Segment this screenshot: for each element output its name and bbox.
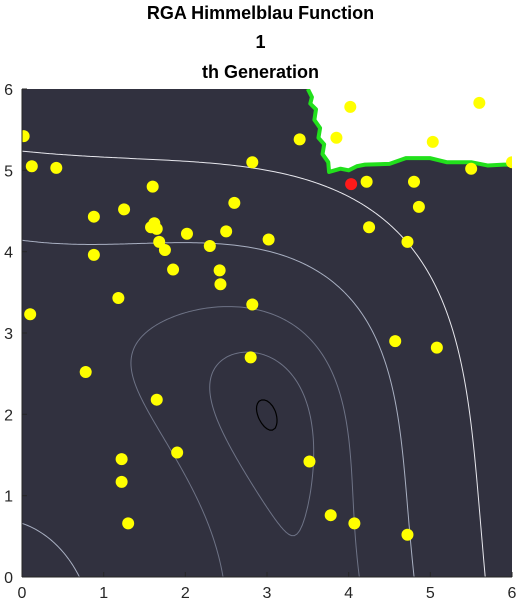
population-point [158, 244, 171, 257]
excluded-region [307, 89, 512, 172]
population-point [112, 292, 125, 305]
x-tick-label: 0 [18, 585, 27, 602]
population-point [412, 200, 425, 213]
x-tick-label: 3 [263, 585, 272, 602]
y-tick-label: 3 [4, 326, 13, 343]
population-point [408, 175, 420, 188]
plot-content [22, 89, 512, 577]
population-point [389, 335, 402, 348]
population-point [330, 131, 343, 144]
population-point [348, 517, 361, 530]
x-tick-label: 4 [344, 585, 353, 602]
population-point [401, 528, 414, 541]
population-point [24, 308, 37, 321]
population-point [363, 221, 376, 234]
y-tick-label: 6 [4, 82, 13, 99]
contour-line-0 [255, 399, 278, 431]
population-point [465, 162, 478, 175]
population-point [293, 133, 306, 146]
x-tick-label: 1 [99, 585, 108, 602]
population-point [473, 96, 486, 109]
population-point [115, 475, 128, 488]
population-point [87, 248, 100, 261]
population-point [324, 509, 337, 522]
population-point [79, 366, 92, 379]
population-point [171, 446, 184, 459]
population-point [246, 298, 259, 311]
population-point [214, 278, 227, 291]
population-point [228, 196, 241, 209]
chart-title-line-2: 1 [255, 32, 266, 52]
contour-line-4 [22, 150, 486, 577]
x-tick-label: 5 [426, 585, 435, 602]
population-point [87, 210, 100, 223]
y-tick-label: 0 [4, 570, 13, 587]
chart-title-line-3: th Generation [201, 62, 319, 82]
population-point [262, 233, 275, 246]
contour-line-3 [22, 239, 415, 577]
population-point [401, 235, 414, 248]
population-point [360, 175, 373, 188]
population-point [150, 393, 163, 406]
population-point [426, 135, 439, 148]
population-point [506, 156, 512, 169]
x-tick-label: 6 [508, 585, 517, 602]
population-point [203, 239, 216, 252]
y-tick-label: 1 [4, 489, 13, 506]
population-point [50, 161, 63, 174]
population-point [213, 264, 226, 277]
y-tick-label: 4 [4, 245, 13, 262]
population-point [22, 130, 30, 143]
population-point [115, 453, 128, 466]
population-point [244, 351, 257, 364]
y-tick-label: 2 [4, 407, 13, 424]
y-tick-label: 5 [4, 163, 13, 180]
contour-line-1 [209, 351, 315, 537]
feasible-boundary-line [306, 89, 512, 174]
population-point [167, 263, 180, 276]
population-point [430, 341, 443, 354]
population-point [180, 227, 193, 240]
population-point [118, 203, 131, 216]
population-point [25, 160, 38, 173]
population-point [246, 156, 259, 169]
chart-title-line-1: RGA Himmelblau Function [146, 3, 375, 23]
best-individual-point [345, 178, 358, 191]
population-point [146, 180, 159, 193]
population-point [344, 100, 357, 113]
population-point [150, 222, 163, 235]
population-point [303, 455, 316, 468]
population-point [220, 225, 233, 238]
population-point [122, 517, 135, 530]
x-tick-label: 2 [181, 585, 190, 602]
